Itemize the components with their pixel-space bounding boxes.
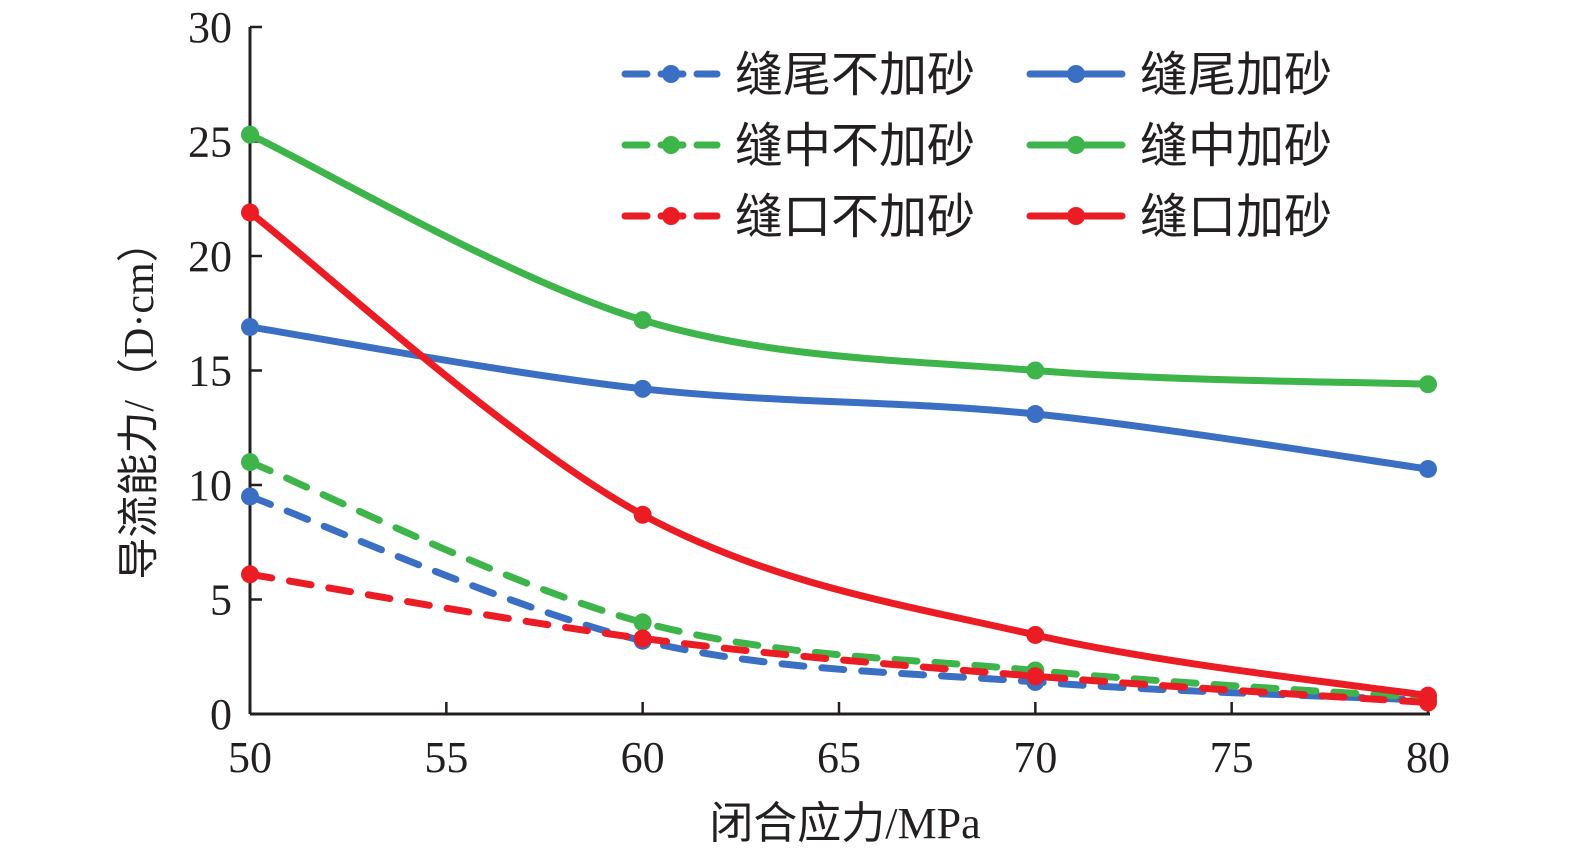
legend-label: 缝中加砂: [1140, 120, 1332, 173]
legend-marker: [1067, 65, 1085, 83]
series-line: [246, 492, 1432, 704]
series-line: [246, 570, 1432, 707]
data-point: [633, 613, 652, 632]
data-point: [633, 505, 652, 524]
y-axis-label: 导流能力/（D·cm）: [117, 220, 163, 579]
legend-label: 缝口加砂: [1140, 191, 1332, 244]
data-point: [241, 203, 259, 222]
series-line: [246, 323, 1432, 473]
data-point: [633, 311, 652, 330]
legend-label: 缝口不加砂: [735, 191, 975, 244]
data-point: [1026, 625, 1045, 644]
x-tick-label: 70: [1013, 733, 1057, 782]
data-point: [241, 565, 259, 584]
y-tick-label: 0: [210, 690, 232, 739]
data-point: [1419, 375, 1437, 394]
series-line: [246, 458, 1432, 702]
legend-marker: [1067, 136, 1085, 154]
data-point: [241, 125, 259, 144]
data-point: [1419, 459, 1437, 478]
axes: 50 55 60 65 70 75 80 0 5 10 15 20 25 30: [188, 3, 1450, 782]
legend-label: 缝尾加砂: [1140, 49, 1332, 102]
series-1: [241, 317, 1437, 478]
y-tick-label: 20: [188, 232, 232, 281]
y-tick-label: 10: [188, 461, 232, 510]
x-tick-label: 65: [817, 733, 861, 782]
legend-marker: [662, 136, 680, 154]
y-tick-label: 5: [210, 576, 232, 625]
legend-marker: [662, 65, 680, 83]
legend-label: 缝尾不加砂: [735, 49, 975, 102]
x-tick-label: 75: [1210, 733, 1254, 782]
x-axis-label: 闭合应力/MPa: [709, 799, 980, 848]
legend-marker: [662, 207, 680, 225]
y-tick-label: 30: [188, 3, 232, 52]
y-tick-label: 15: [188, 347, 232, 396]
data-point: [1026, 361, 1045, 380]
data-point: [1026, 405, 1045, 424]
x-tick-label: 60: [621, 733, 665, 782]
data-point: [633, 379, 652, 398]
legend-marker: [1067, 207, 1085, 225]
series-layer: [241, 125, 1437, 712]
x-tick-label: 80: [1406, 733, 1450, 782]
data-point: [241, 453, 259, 472]
legend-label: 缝中不加砂: [735, 120, 975, 173]
data-point: [633, 629, 652, 648]
series-line: [246, 208, 1432, 700]
y-tick-label: 25: [188, 118, 232, 167]
series-line: [246, 131, 1432, 388]
data-point: [241, 487, 259, 506]
x-tick-label: 55: [424, 733, 468, 782]
data-point: [1419, 686, 1437, 705]
series-5: [241, 203, 1437, 705]
data-point: [1026, 667, 1045, 686]
data-point: [241, 317, 259, 336]
x-tick-label: 50: [228, 733, 272, 782]
series-3: [241, 125, 1437, 394]
